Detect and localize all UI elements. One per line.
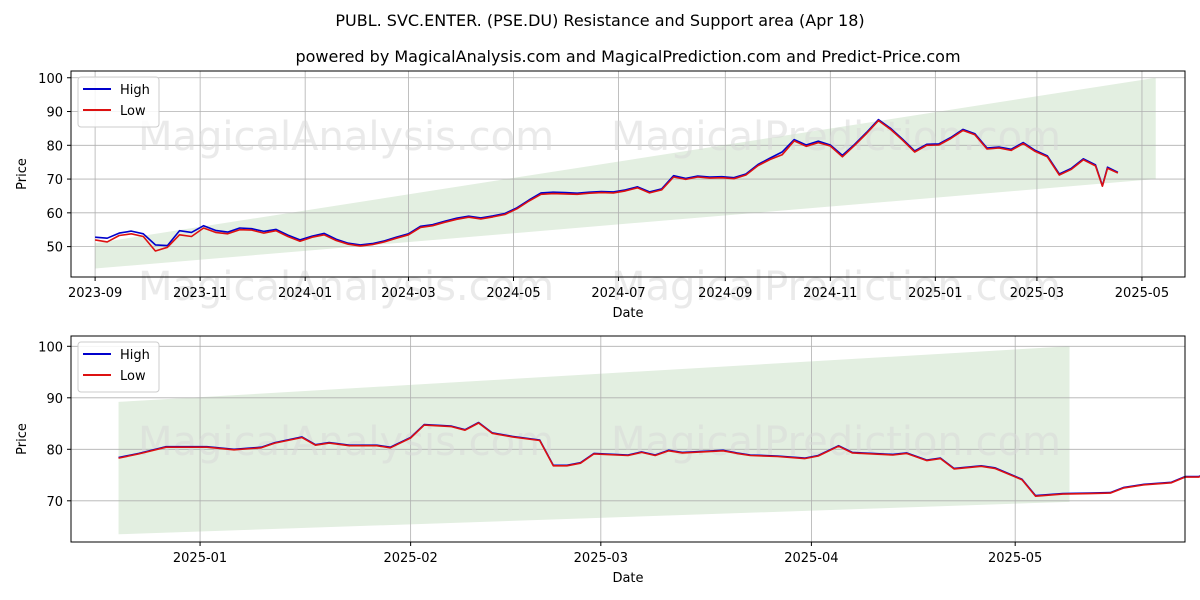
x-tick-label: 2025-03 xyxy=(574,551,628,566)
x-tick-label: 2025-01 xyxy=(173,551,227,566)
x-tick-label: 2025-04 xyxy=(784,551,838,566)
watermark-text: MagicalPrediction.com xyxy=(611,419,1061,465)
y-tick-label: 70 xyxy=(46,495,63,510)
series-line-low xyxy=(94,119,1119,252)
x-axis-label: Date xyxy=(612,306,643,321)
watermark-text: MagicalPrediction.com xyxy=(611,264,1061,310)
x-tick-label: 2023-09 xyxy=(68,286,122,301)
y-axis-label: Price xyxy=(15,423,30,455)
watermark-text: MagicalAnalysis.com xyxy=(138,114,554,160)
y-tick-label: 90 xyxy=(46,106,63,121)
x-tick-label: 2024-11 xyxy=(803,286,857,301)
chart-subtitle: powered by MagicalAnalysis.com and Magic… xyxy=(295,47,960,66)
series-line-high xyxy=(95,118,1119,247)
x-axis-label: Date xyxy=(612,571,643,586)
plot-frame xyxy=(70,70,1186,278)
watermark-text: MagicalPrediction.com xyxy=(611,114,1061,160)
bottom-panel: MagicalAnalysis.com MagicalPrediction.com… xyxy=(15,335,1200,586)
series-line-low xyxy=(118,422,1200,498)
x-tick-label: 2025-05 xyxy=(1115,286,1169,301)
y-tick-label: 100 xyxy=(38,72,63,87)
x-tick-label: 2024-03 xyxy=(381,286,435,301)
legend-label-low: Low xyxy=(120,104,146,119)
legend-label-high: High xyxy=(120,83,150,98)
x-tick-label: 2025-02 xyxy=(383,551,437,566)
watermark-text: MagicalAnalysis.com xyxy=(138,264,554,310)
y-tick-label: 50 xyxy=(46,241,63,256)
watermark-text: MagicalAnalysis.com xyxy=(138,419,554,465)
chart-title: PUBL. SVC.ENTER. (PSE.DU) Resistance and… xyxy=(335,11,864,30)
x-tick-label: 2025-03 xyxy=(1010,286,1064,301)
y-tick-label: 90 xyxy=(46,392,63,407)
plot-frame xyxy=(70,335,1186,543)
x-tick-label: 2025-05 xyxy=(988,551,1042,566)
legend-label-high: High xyxy=(120,348,150,363)
y-tick-label: 100 xyxy=(38,340,63,355)
top-panel: MagicalAnalysis.com MagicalPrediction.com… xyxy=(15,70,1186,321)
y-tick-label: 80 xyxy=(46,443,63,458)
x-tick-label: 2024-01 xyxy=(278,286,332,301)
legend-label-low: Low xyxy=(120,369,146,384)
x-tick-label: 2024-07 xyxy=(591,286,645,301)
y-axis-label: Price xyxy=(15,158,30,190)
support-resistance-band xyxy=(95,77,1156,269)
x-tick-label: 2023-11 xyxy=(173,286,227,301)
x-tick-label: 2024-05 xyxy=(486,286,540,301)
y-tick-label: 80 xyxy=(46,139,63,154)
support-resistance-band xyxy=(118,346,1070,535)
y-tick-label: 60 xyxy=(46,207,63,222)
x-tick-label: 2025-01 xyxy=(908,286,962,301)
x-tick-label: 2024-09 xyxy=(698,286,752,301)
y-tick-label: 70 xyxy=(46,173,63,188)
